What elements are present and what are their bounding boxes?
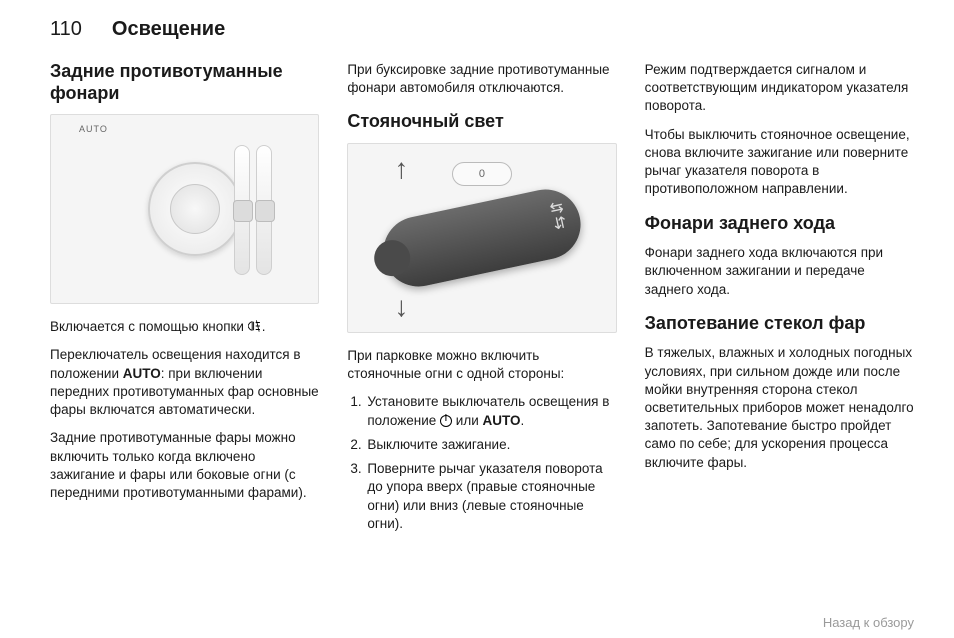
heading-misted-covers: Запотевание стекол фар <box>645 313 914 335</box>
figure-light-switch: AUTO <box>50 114 319 304</box>
paragraph-conditions: Задние противотуманные фары можно включи… <box>50 429 319 502</box>
bold-auto: AUTO <box>483 413 521 428</box>
light-dial-graphic <box>148 162 242 256</box>
ignition-slot-graphic: 0 <box>452 162 512 186</box>
paragraph-reversing: Фонари заднего хода включаются при включ… <box>645 244 914 299</box>
heading-rear-fog-lights: Задние противотуманные фонари <box>50 61 319 104</box>
manual-page: 110 Освещение Задние противотуманные фон… <box>0 0 954 638</box>
turn-signal-stalk-graphic: ⇆⇵ <box>377 183 587 293</box>
back-to-overview-link[interactable]: Назад к обзору <box>823 615 914 630</box>
paragraph-parking-intro: При парковке можно включить стояночные о… <box>347 347 616 383</box>
paragraph-activate: Включается с помощью кнопки . <box>50 318 319 336</box>
column-3: Режим подтверждается сигналом и соответс… <box>645 61 914 543</box>
heading-parking-lights: Стояночный свет <box>347 111 616 133</box>
figure-stalk: 0 ↑ ⇆⇵ ↓ <box>347 143 616 333</box>
paragraph-auto-position: Переключатель освещения находится в поло… <box>50 346 319 419</box>
text: . <box>521 413 525 428</box>
arrow-up-icon: ↑ <box>394 150 408 188</box>
content-columns: Задние противотуманные фонари AUTO Включ… <box>50 61 914 543</box>
column-2: При буксировке задние противотуманные фо… <box>347 61 616 543</box>
text: или <box>452 413 482 428</box>
text: Включается с помощью кнопки <box>50 319 248 334</box>
chapter-title: Освещение <box>112 18 225 41</box>
page-number: 110 <box>50 18 82 41</box>
paragraph-towing: При буксировке задние противотуманные фо… <box>347 61 616 97</box>
step-2: Выключите зажигание. <box>365 436 616 454</box>
figure-dial-label: AUTO <box>79 123 108 135</box>
paragraph-turn-off: Чтобы выключить стояночное освещение, сн… <box>645 126 914 199</box>
stalk-symbols: ⇆⇵ <box>549 200 569 234</box>
dimmer-slider-graphic <box>234 145 278 275</box>
bold-auto: AUTO <box>123 366 161 381</box>
paragraph-confirm: Режим подтверждается сигналом и соответс… <box>645 61 914 116</box>
column-1: Задние противотуманные фонари AUTO Включ… <box>50 61 319 543</box>
parking-steps-list: Установите выключатель освещения в полож… <box>365 393 616 533</box>
power-off-icon <box>440 415 452 427</box>
step-3: Поверните рычаг указателя поворота до уп… <box>365 460 616 533</box>
page-header: 110 Освещение <box>50 18 914 41</box>
arrow-down-icon: ↓ <box>394 288 408 326</box>
ignition-zero-label: 0 <box>479 167 485 182</box>
heading-reversing-lights: Фонари заднего хода <box>645 213 914 235</box>
step-1: Установите выключатель освещения в полож… <box>365 393 616 429</box>
rear-fog-icon <box>248 320 262 332</box>
paragraph-misted: В тяжелых, влажных и холодных погодных у… <box>645 344 914 472</box>
text: . <box>262 319 266 334</box>
